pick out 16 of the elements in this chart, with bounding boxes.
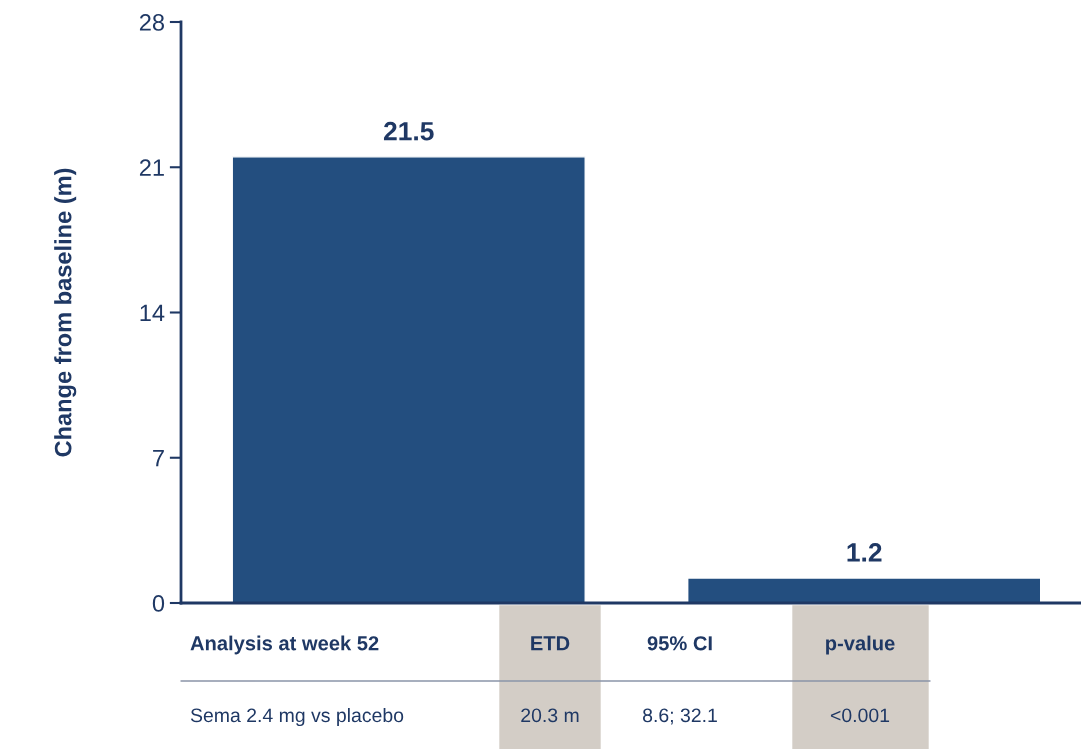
text: <0.001 — [830, 708, 890, 723]
text: Analysis at week 52 — [190, 635, 379, 655]
y-tick-label: 14 — [140, 304, 165, 322]
text: ETD — [531, 636, 570, 651]
text: Sema 2.4 mg vs placebo — [190, 707, 404, 727]
y-tick-label: 21 — [139, 159, 164, 176]
data-label: 1.2 — [847, 543, 882, 562]
y-tick-label: 7 — [153, 450, 164, 467]
text: p-value — [826, 635, 895, 655]
text: 95% CI — [647, 636, 712, 651]
text: 8.6; 32.1 — [643, 708, 717, 725]
data-label: 21.5 — [383, 121, 434, 141]
y-tick-label: 28 — [139, 14, 164, 31]
y-axis-title: Change from baseline (m) — [54, 168, 77, 457]
y-tick-label: 0 — [152, 595, 165, 612]
text: 20.3 m — [521, 708, 579, 723]
